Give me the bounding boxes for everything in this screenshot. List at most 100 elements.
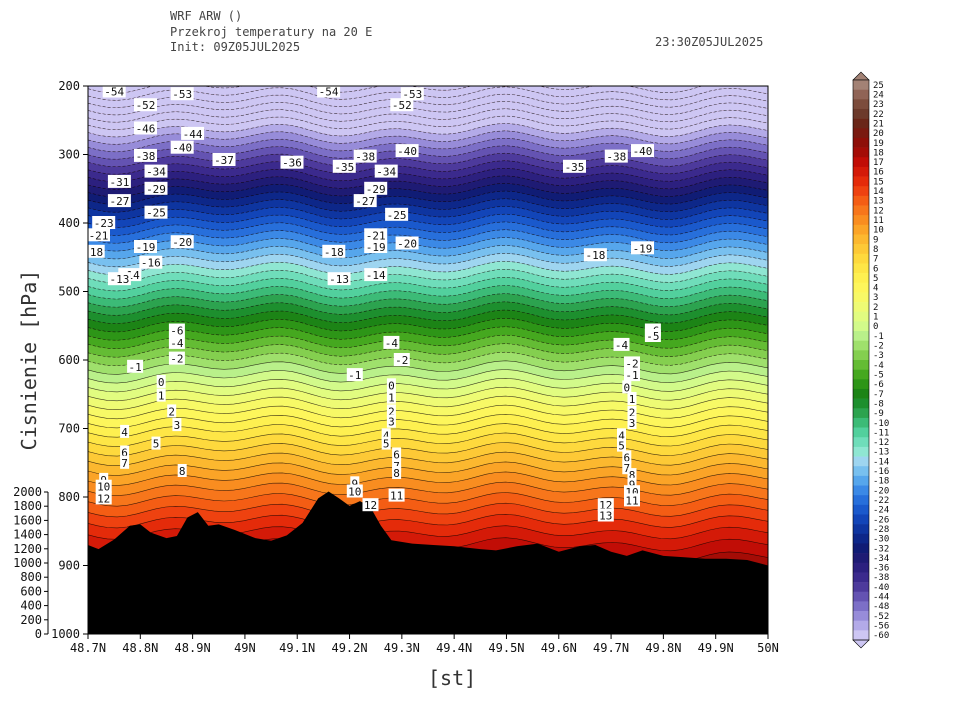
colorbar-swatch xyxy=(853,176,869,187)
contour-label-bg xyxy=(364,240,388,253)
isotherm-line xyxy=(88,260,768,276)
contour-label: -34 xyxy=(146,166,166,179)
contour-label: 11 xyxy=(625,494,638,507)
colorbar-label: -16 xyxy=(873,467,889,477)
colorbar-label: -3 xyxy=(873,351,884,361)
contour-label-bg xyxy=(395,236,419,250)
isotherm-line xyxy=(88,167,768,183)
y-tick-label: 200 xyxy=(58,79,80,93)
colorbar-label: 6 xyxy=(873,264,878,274)
contour-label-bg xyxy=(120,424,130,438)
isotherm-line xyxy=(88,152,768,168)
contour-label-bg xyxy=(350,476,360,490)
contour-label: -34 xyxy=(376,166,396,179)
contour-label-bg xyxy=(92,216,116,229)
contour-label: -35 xyxy=(565,161,585,174)
contour-label: 10 xyxy=(97,481,110,494)
contour-label-bg xyxy=(107,272,131,286)
colorbar-label: 14 xyxy=(873,187,884,197)
colorbar-swatch xyxy=(853,485,869,496)
temperature-band xyxy=(88,138,768,160)
contour-label-bg xyxy=(170,235,194,249)
temperature-band xyxy=(88,198,768,220)
colorbar-label: -6 xyxy=(873,380,884,390)
isotherm-line xyxy=(88,93,768,109)
isotherm-line xyxy=(88,268,768,284)
contour-label-bg xyxy=(627,477,637,491)
plot-area: -54 -53 -54 -53-52 -52-46 -44-40 -40 -40-38 -38-… xyxy=(83,86,768,634)
colorbar-label: -22 xyxy=(873,496,889,506)
temperature-band xyxy=(88,183,768,205)
contour-label-bg xyxy=(139,255,163,269)
colorbar-label: 3 xyxy=(873,293,878,303)
contour-label: -4 xyxy=(615,339,629,352)
contour-label: -25 xyxy=(387,209,407,222)
isotherm-line xyxy=(88,108,768,123)
colorbar-label: -10 xyxy=(873,419,889,429)
contour-label: -1 xyxy=(128,361,141,374)
contour-label-bg xyxy=(624,493,640,507)
colorbar-swatch xyxy=(853,611,869,621)
isotherm-line xyxy=(88,502,768,518)
contour-label-bg xyxy=(613,337,630,351)
contour-label: -18 xyxy=(83,246,103,259)
y-tick-label: 400 xyxy=(58,216,80,230)
contour-label-bg xyxy=(134,240,157,253)
contour-label: -37 xyxy=(214,154,234,167)
contour-label-bg xyxy=(400,87,424,101)
contour-label: 6 xyxy=(623,451,630,464)
contour-label: -14 xyxy=(366,269,386,282)
colorbar-swatch xyxy=(853,446,869,457)
colorbar-swatch xyxy=(853,601,869,612)
isotherm-line xyxy=(88,293,768,308)
temperature-band xyxy=(88,452,768,476)
temperature-band xyxy=(88,269,768,291)
colorbar-label: 25 xyxy=(873,81,884,91)
contour-label-bg xyxy=(181,126,205,140)
temperature-band xyxy=(88,442,768,466)
isotherm-line xyxy=(88,175,768,190)
contour-label-bg xyxy=(604,149,628,163)
y-tick-label: 900 xyxy=(58,559,80,573)
colorbar-swatch xyxy=(853,379,869,390)
contour-label: 0 xyxy=(388,379,395,392)
colorbar-swatch xyxy=(853,388,869,399)
contour-label-bg xyxy=(107,194,131,208)
temperature-band xyxy=(88,277,768,300)
colorbar-swatch xyxy=(853,553,869,564)
isotherm-line xyxy=(88,377,768,393)
contour-label: -54 xyxy=(104,86,124,99)
colorbar-swatch xyxy=(853,369,869,380)
isotherm-line xyxy=(88,334,768,350)
temperature-band xyxy=(88,108,768,130)
contour-label: -46 xyxy=(136,123,156,136)
height-tick-label: 1400 xyxy=(13,528,42,542)
colorbar-swatch xyxy=(853,195,869,206)
colorbar-label: 1 xyxy=(873,313,878,323)
temperature-band xyxy=(88,214,768,236)
temperature-band xyxy=(88,378,768,401)
colorbar-label: -38 xyxy=(873,573,889,583)
colorbar-swatch xyxy=(853,495,869,506)
temperature-band xyxy=(88,352,768,375)
contour-label-bg xyxy=(395,144,419,158)
y-tick-label: 300 xyxy=(58,148,80,162)
isotherm-line xyxy=(88,86,768,101)
colorbar-swatch xyxy=(853,437,869,448)
temperature-band xyxy=(88,343,768,366)
temperature-band xyxy=(88,145,768,167)
colorbar-label: -7 xyxy=(873,390,884,400)
temperature-band xyxy=(88,160,768,182)
contour-label: 5 xyxy=(153,438,160,451)
isotherm-line xyxy=(88,326,768,341)
y-tick-label: 700 xyxy=(58,422,80,436)
colorbar-label: -26 xyxy=(873,515,889,525)
contour-label: -1 xyxy=(625,369,638,382)
colorbar-swatch xyxy=(853,427,869,438)
colorbar-label: -36 xyxy=(873,564,889,574)
isotherm-line xyxy=(88,471,768,486)
isotherm-line xyxy=(88,198,768,213)
isotherm-line xyxy=(88,221,768,236)
colorbar-swatch xyxy=(853,118,869,129)
colorbar-label: -20 xyxy=(873,486,889,496)
